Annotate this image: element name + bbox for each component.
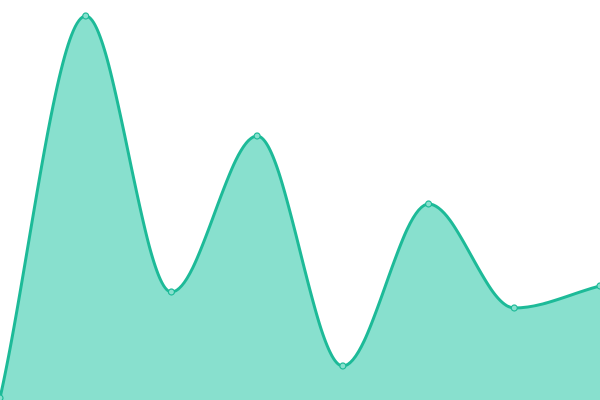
point (596, 282, 600, 290)
point (167, 288, 176, 296)
point (424, 200, 433, 208)
point (339, 362, 347, 370)
area-fill (0, 16, 600, 400)
point (253, 132, 261, 140)
point (510, 304, 518, 312)
point (82, 12, 90, 20)
point (0, 394, 4, 400)
